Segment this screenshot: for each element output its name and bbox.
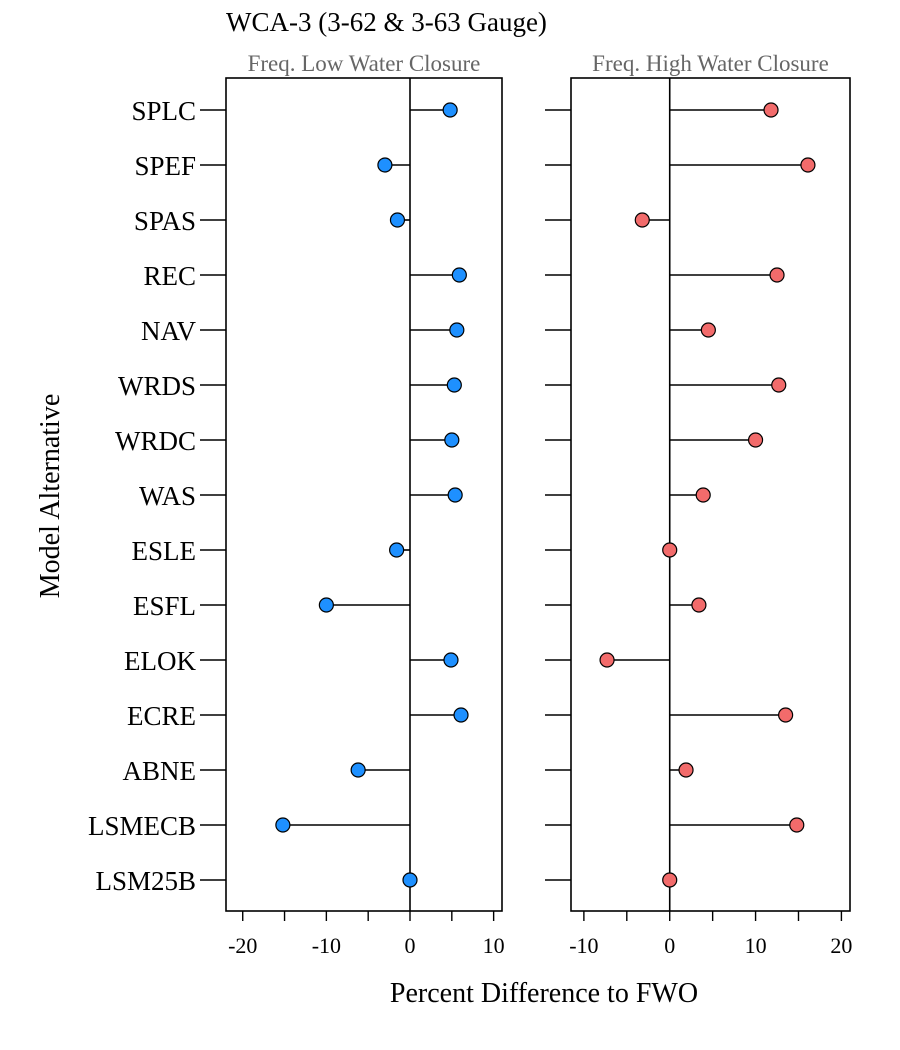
y-axis-title: Model Alternative bbox=[35, 394, 66, 599]
x-tick-label: 10 bbox=[483, 933, 505, 958]
panel-title: Freq. High Water Closure bbox=[592, 51, 829, 76]
lollipop-point bbox=[634, 212, 650, 228]
lollipop-point bbox=[789, 817, 805, 833]
lollipop-point bbox=[599, 652, 615, 668]
lollipop-point bbox=[451, 267, 467, 283]
lollipop-point bbox=[453, 707, 469, 723]
lollipop-point bbox=[443, 652, 459, 668]
category-label: ESLE bbox=[132, 536, 197, 566]
category-label: NAV bbox=[141, 316, 197, 346]
category-label: ECRE bbox=[127, 701, 196, 731]
category-label: LSM25B bbox=[95, 866, 196, 896]
chart-marks: SPLC SPEF SPAS REC NAV WRDS WRDC WAS ESLE ESFL ELO… bbox=[88, 51, 852, 958]
lollipop-point bbox=[449, 322, 465, 338]
lollipop-point bbox=[778, 707, 794, 723]
lollipop-point bbox=[763, 102, 779, 118]
lollipop-point bbox=[662, 542, 678, 558]
lollipop-point bbox=[446, 377, 462, 393]
category-label: WRDS bbox=[118, 371, 196, 401]
category-label: LSMECB bbox=[88, 811, 196, 841]
chart-title: WCA-3 (3-62 & 3-63 Gauge) bbox=[226, 7, 547, 37]
x-tick-label: -20 bbox=[228, 933, 257, 958]
lollipop-point bbox=[769, 267, 785, 283]
lollipop-point bbox=[318, 597, 334, 613]
lollipop-point bbox=[695, 487, 711, 503]
category-label: SPAS bbox=[134, 206, 196, 236]
category-label: WRDC bbox=[115, 426, 196, 456]
lollipop-point bbox=[662, 872, 678, 888]
x-tick-label: 20 bbox=[830, 933, 852, 958]
category-label: REC bbox=[143, 261, 196, 291]
category-label: ELOK bbox=[124, 646, 196, 676]
category-label: WAS bbox=[139, 481, 196, 511]
x-tick-label: -10 bbox=[312, 933, 341, 958]
category-label: SPEF bbox=[134, 151, 196, 181]
x-tick-label: 0 bbox=[664, 933, 675, 958]
lollipop-point bbox=[444, 432, 460, 448]
lollipop-point bbox=[747, 432, 764, 448]
lollipop-point bbox=[678, 762, 694, 778]
lollipop-point bbox=[800, 157, 816, 173]
x-axis-title: Percent Difference to FWO bbox=[390, 978, 698, 1009]
lollipop-point bbox=[389, 542, 405, 558]
x-tick-label: -10 bbox=[569, 933, 598, 958]
lollipop-point bbox=[691, 597, 707, 613]
lollipop-point bbox=[447, 487, 463, 503]
lollipop-point bbox=[350, 762, 366, 778]
lollipop-point bbox=[700, 322, 716, 338]
panel-title: Freq. Low Water Closure bbox=[248, 51, 481, 76]
lollipop-point bbox=[771, 377, 787, 393]
lollipop-point bbox=[442, 102, 458, 118]
category-label: ABNE bbox=[123, 756, 197, 786]
category-label: SPLC bbox=[131, 96, 196, 126]
category-label: ESFL bbox=[133, 591, 196, 621]
x-tick-label: 10 bbox=[745, 933, 767, 958]
x-tick-label: 0 bbox=[405, 933, 416, 958]
lollipop-point bbox=[377, 157, 393, 173]
lollipop-point bbox=[402, 872, 418, 888]
lollipop-point bbox=[275, 817, 291, 833]
lollipop-point bbox=[389, 212, 406, 228]
